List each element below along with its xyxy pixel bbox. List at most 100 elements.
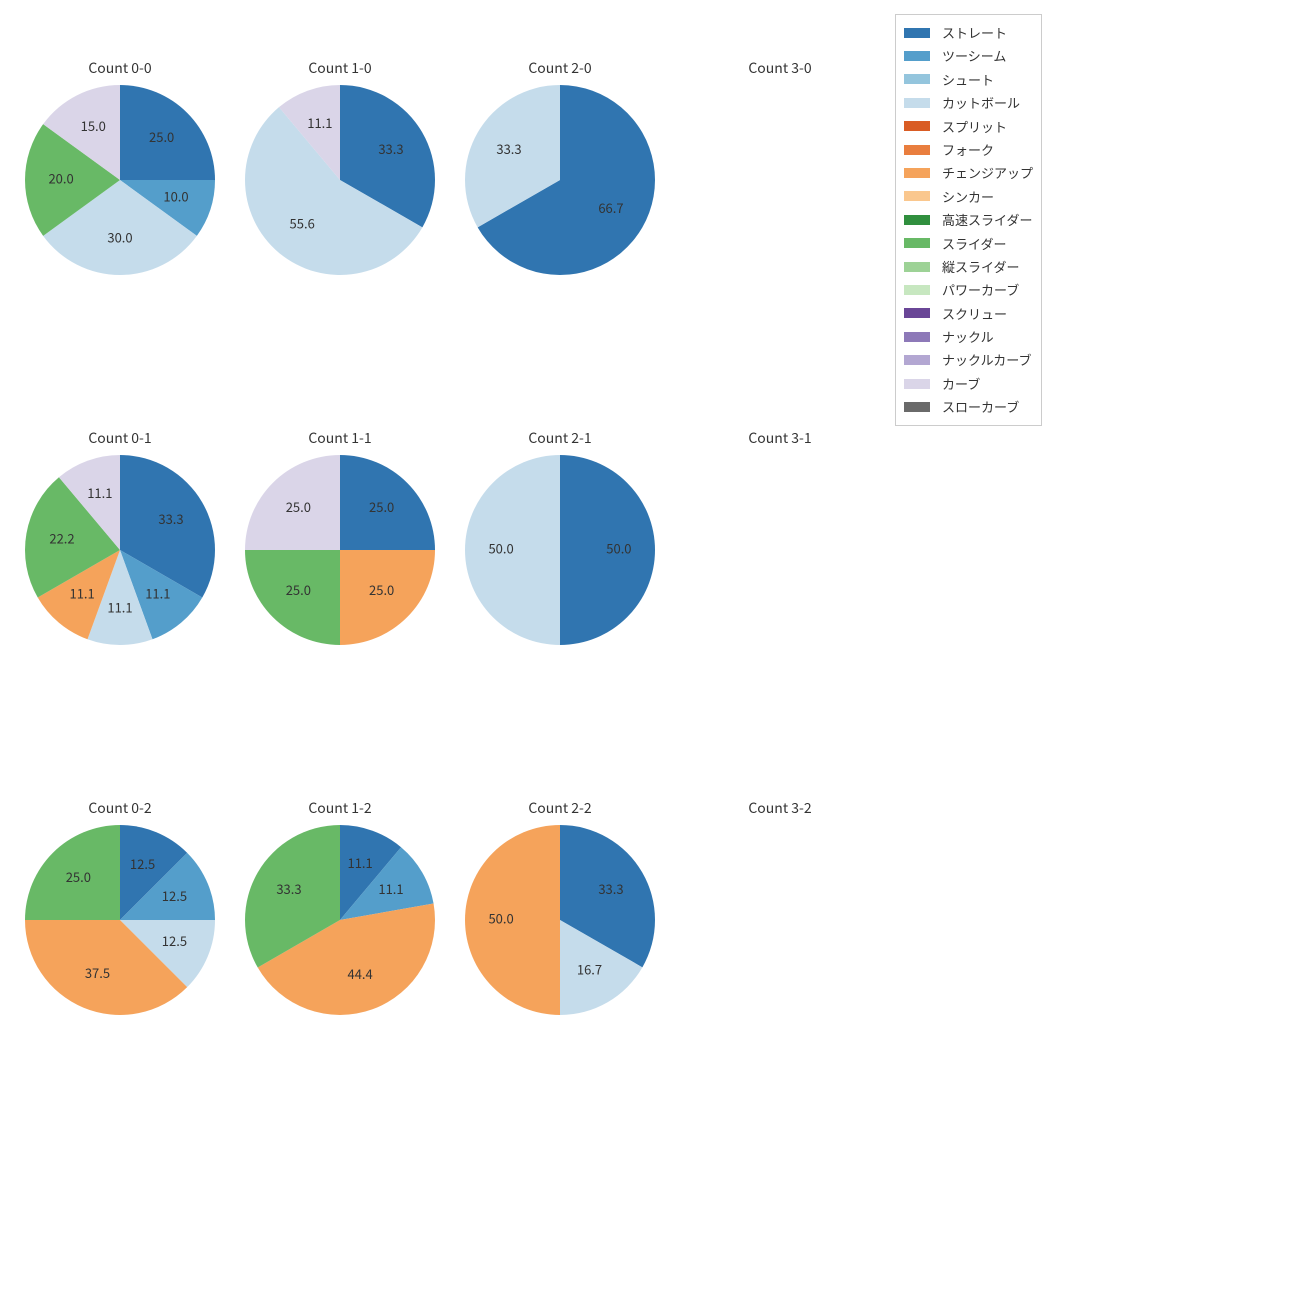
legend-swatch [904, 28, 930, 38]
legend-swatch [904, 168, 930, 178]
pie-slice-label: 50.0 [488, 909, 513, 928]
legend-swatch [904, 51, 930, 61]
legend-label: カットボール [942, 91, 1020, 114]
pie-slice-label: 25.0 [369, 497, 394, 516]
chart-cell: Count 1-125.025.025.025.0 [230, 405, 450, 775]
pie-slice-label: 37.5 [85, 963, 110, 982]
pie-slice-label: 12.5 [130, 854, 155, 873]
legend-swatch [904, 379, 930, 389]
legend-item: 縦スライダー [904, 255, 1033, 278]
pie-slice-label: 10.0 [163, 187, 188, 206]
legend-swatch [904, 98, 930, 108]
legend-label: スクリュー [942, 302, 1007, 325]
legend-label: 縦スライダー [942, 255, 1019, 278]
pie-slice-label: 11.1 [378, 879, 403, 898]
pie-slice-label: 66.7 [598, 198, 623, 217]
pie-slice-label: 25.0 [369, 580, 394, 599]
legend-item: スプリット [904, 115, 1033, 138]
legend-swatch [904, 402, 930, 412]
pie-slice-label: 33.3 [158, 509, 183, 528]
chart-cell: Count 2-233.316.750.0 [450, 775, 670, 1145]
pie-slice-label: 11.1 [70, 584, 95, 603]
chart-title: Count 3-2 [670, 798, 890, 818]
legend-label: フォーク [942, 138, 994, 161]
legend-item: スクリュー [904, 302, 1033, 325]
legend-swatch [904, 238, 930, 248]
legend-item: シンカー [904, 185, 1033, 208]
chart-cell: Count 0-025.010.030.020.015.0 [10, 35, 230, 405]
chart-title: Count 3-1 [670, 428, 890, 448]
legend-label: 高速スライダー [942, 208, 1032, 231]
legend-swatch [904, 74, 930, 84]
legend-label: チェンジアップ [942, 161, 1033, 184]
legend-item: ツーシーム [904, 44, 1033, 67]
legend-item: スローカーブ [904, 395, 1033, 418]
legend-label: ツーシーム [942, 44, 1006, 67]
pie-slice-label: 25.0 [66, 867, 91, 886]
pie-slice-label: 25.0 [286, 497, 311, 516]
pie-slice-label: 12.5 [162, 886, 187, 905]
pie-slice-label: 11.1 [348, 853, 373, 872]
pie-slice-label: 55.6 [290, 214, 315, 233]
legend-label: パワーカーブ [942, 278, 1019, 301]
legend-swatch [904, 121, 930, 131]
pie-chart: 33.3 11.1 11.1 11.1 22.2 11.1 [5, 435, 235, 670]
legend-item: ストレート [904, 21, 1033, 44]
pie-slice-label: 11.1 [145, 584, 170, 603]
legend-swatch [904, 145, 930, 155]
chart-cell: Count 1-033.355.611.1 [230, 35, 450, 405]
legend-label: シュート [942, 68, 994, 91]
legend-swatch [904, 262, 930, 272]
legend-swatch [904, 285, 930, 295]
pie-chart: 25.025.025.025.0 [225, 435, 455, 670]
legend-label: スプリット [942, 115, 1007, 138]
pie-slice-label: 11.1 [307, 113, 332, 132]
chart-cell: Count 0-212.512.512.537.525.0 [10, 775, 230, 1145]
pie-slice-label: 11.1 [107, 597, 132, 616]
legend-item: スライダー [904, 232, 1033, 255]
legend-label: カーブ [942, 372, 980, 395]
pie-chart: 66.7 33.3 [445, 65, 675, 300]
legend-item: シュート [904, 68, 1033, 91]
pie-slice-label: 22.2 [49, 528, 74, 547]
legend-label: ナックルカーブ [942, 348, 1031, 371]
legend-item: カットボール [904, 91, 1033, 114]
chart-cell: Count 3-1 [670, 405, 890, 775]
legend-swatch [904, 308, 930, 318]
legend-swatch [904, 191, 930, 201]
legend-label: ナックル [942, 325, 994, 348]
legend-item: 高速スライダー [904, 208, 1033, 231]
legend: ストレートツーシームシュートカットボールスプリットフォークチェンジアップシンカー… [895, 14, 1042, 426]
chart-cell: Count 0-133.311.111.111.122.211.1 [10, 405, 230, 775]
pie-slice-label: 33.3 [378, 139, 403, 158]
pie-chart: 25.0 10.0 30.0 20.0 15.0 [5, 65, 235, 300]
chart-canvas: Count 0-025.010.030.020.015.0Count 1-033… [0, 0, 1100, 1100]
chart-cell: Count 2-066.733.3 [450, 35, 670, 405]
pie-slice-label: 30.0 [107, 227, 132, 246]
chart-title: Count 3-0 [670, 58, 890, 78]
pie-slice-label: 20.0 [48, 169, 73, 188]
pie-slice-label: 50.0 [488, 539, 513, 558]
pie-chart: 33.3 55.6 11.1 [225, 65, 455, 300]
pie-slice-label: 50.0 [606, 539, 631, 558]
chart-cell: Count 1-211.111.144.433.3 [230, 775, 450, 1145]
legend-item: フォーク [904, 138, 1033, 161]
legend-swatch [904, 215, 930, 225]
pie-slice-label: 33.3 [276, 879, 301, 898]
pie-slice-label: 33.3 [496, 139, 521, 158]
legend-swatch [904, 332, 930, 342]
pie-slice-label: 25.0 [149, 127, 174, 146]
pie-slice-label: 15.0 [81, 116, 106, 135]
legend-swatch [904, 355, 930, 365]
legend-label: スローカーブ [942, 395, 1019, 418]
pie-slice-label: 44.4 [348, 964, 373, 983]
legend-item: パワーカーブ [904, 278, 1033, 301]
pie-chart: 11.1 11.1 44.4 33.3 [225, 805, 455, 1040]
pie-chart: 33.316.750.0 [445, 805, 675, 1040]
legend-item: ナックルカーブ [904, 348, 1033, 371]
pie-slice-label: 11.1 [87, 483, 112, 502]
pie-slice-label: 12.5 [162, 931, 187, 950]
legend-label: ストレート [942, 21, 1007, 44]
legend-item: チェンジアップ [904, 161, 1033, 184]
legend-label: シンカー [942, 185, 994, 208]
